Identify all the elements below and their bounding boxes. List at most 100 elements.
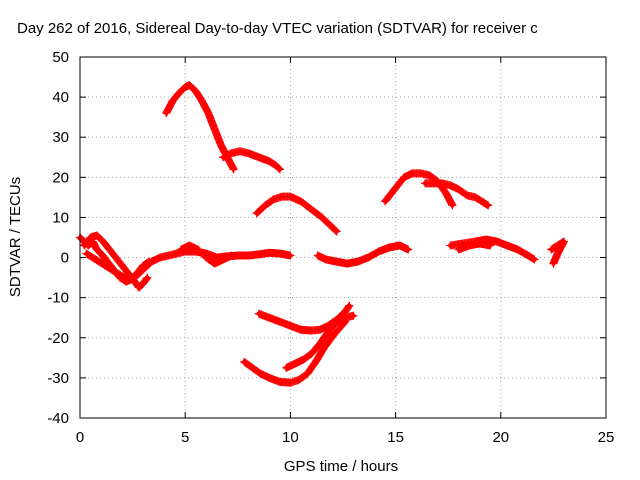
data-point [134, 271, 140, 276]
data-point [271, 197, 276, 202]
data-point [98, 251, 104, 256]
data-point [103, 263, 108, 268]
data-point [443, 191, 449, 196]
data-point [422, 181, 428, 186]
plus-markers [313, 241, 413, 268]
data-point [283, 365, 289, 371]
data-point [334, 229, 339, 234]
data-point [254, 211, 259, 216]
data-point [140, 263, 146, 268]
data-point [273, 163, 278, 168]
data-point [132, 279, 137, 284]
x-tick-label: 0 [76, 429, 84, 446]
data-point [267, 315, 272, 320]
data-point [166, 253, 171, 258]
data-point [305, 371, 310, 377]
data-point [220, 155, 226, 160]
data-point [115, 271, 121, 276]
data-point [555, 243, 560, 248]
data-point [323, 257, 329, 262]
data-point [96, 259, 102, 264]
data-point [355, 259, 360, 264]
data-point [288, 194, 293, 199]
axis-ticks: 0 5 10 15 20 25 -40 -30 -20 -10 0 10 20 30 40 50 [47, 49, 614, 446]
data-point [313, 359, 318, 365]
y-axis-label: SDTVAR / TECUs [7, 177, 24, 297]
data-point [250, 365, 255, 371]
data-point [317, 327, 323, 332]
data-point [267, 375, 272, 381]
data-point [277, 167, 283, 172]
data-point [292, 361, 297, 367]
data-point [195, 247, 201, 252]
data-point [467, 243, 472, 248]
data-point [319, 215, 325, 220]
data-point [136, 285, 142, 290]
track-baseline-c [80, 231, 152, 292]
data-point [84, 251, 89, 256]
data-point [334, 259, 339, 264]
track-baseline-d [176, 241, 236, 268]
data-point [178, 247, 184, 252]
data-point [94, 233, 100, 238]
y-tick-label: 20 [52, 169, 69, 186]
data-point [395, 183, 400, 188]
data-point [418, 171, 424, 176]
track-hump-18 [421, 179, 493, 210]
data-point [431, 181, 436, 186]
data-point [439, 181, 445, 186]
data-point [113, 255, 118, 260]
data-point [326, 329, 331, 334]
data-point [309, 328, 314, 333]
data-point [229, 151, 234, 156]
data-point [267, 159, 272, 164]
data-point [183, 84, 188, 90]
data-point [174, 251, 179, 256]
y-tick-label: -10 [47, 290, 69, 307]
data-point [220, 257, 226, 262]
data-point [256, 311, 262, 316]
data-point [109, 267, 114, 272]
track-hump-21 [381, 169, 457, 210]
data-point [456, 187, 461, 192]
data-point [258, 371, 264, 377]
data-point [387, 245, 392, 250]
data-point [212, 261, 217, 266]
data-point [485, 203, 491, 208]
data-point [488, 243, 493, 248]
data-point [256, 252, 262, 257]
data-point [121, 275, 127, 280]
data-point [298, 199, 304, 204]
plot-frame [79, 56, 607, 419]
data-point [525, 253, 531, 258]
data-point [170, 98, 175, 104]
data-point [241, 359, 247, 365]
data-point [193, 88, 198, 94]
data-point [515, 247, 520, 252]
y-tick-label: 30 [52, 129, 69, 146]
data-point [317, 341, 323, 346]
track-dip-27 [282, 311, 358, 372]
data-point [88, 235, 93, 240]
data-point [410, 171, 415, 176]
x-tick-label: 20 [492, 429, 509, 446]
data-point [279, 194, 285, 199]
data-point [262, 203, 268, 208]
y-tick-label: -30 [47, 370, 69, 387]
data-point [212, 127, 217, 132]
data-point [145, 275, 150, 280]
data-point [82, 243, 87, 248]
data-point [187, 82, 192, 88]
data-point [140, 281, 146, 286]
data-points [76, 81, 568, 387]
data-point [479, 199, 485, 204]
data-point [347, 303, 352, 308]
y-tick-label: 0 [61, 250, 69, 267]
data-point [555, 251, 560, 256]
data-point [199, 98, 205, 104]
data-point [456, 247, 461, 252]
plus-markers [381, 169, 457, 210]
data-point [246, 253, 251, 258]
track-dip-31 [240, 317, 350, 387]
track-baseline-h [547, 237, 568, 268]
